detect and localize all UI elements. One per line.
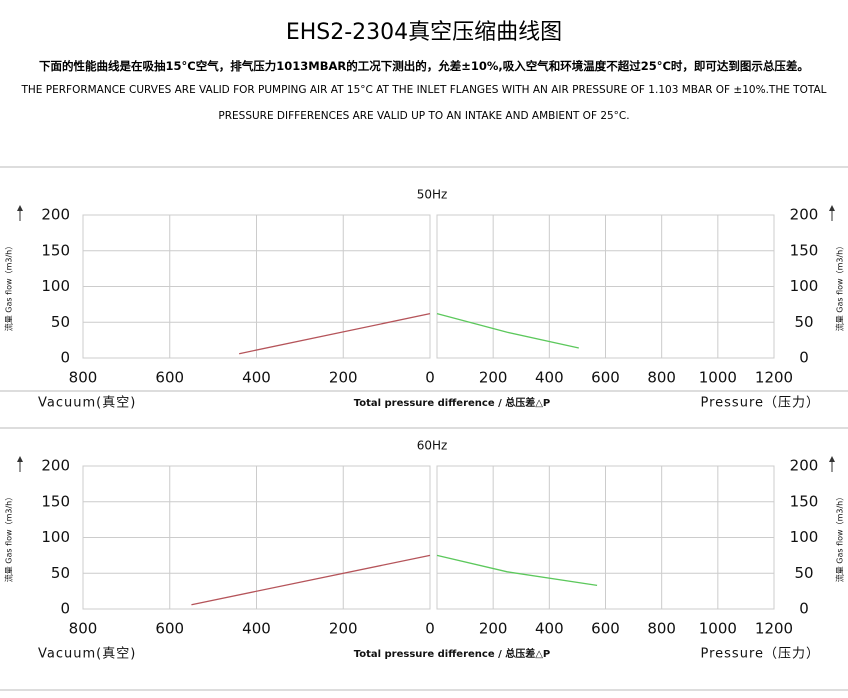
y2-tick-label: 50 xyxy=(794,564,813,582)
x-tick-label: 800 xyxy=(69,620,98,638)
chart-title: 50Hz xyxy=(417,188,448,202)
x-tick-label: 200 xyxy=(329,369,358,387)
y2-tick-label: 150 xyxy=(790,492,819,510)
y2-tick-label: 0 xyxy=(799,349,809,367)
axis-arrow-head xyxy=(17,205,23,211)
axis-arrow-head xyxy=(829,456,835,462)
data-line xyxy=(436,554,598,587)
x2-tick-label: 200 xyxy=(479,369,508,387)
x2-tick-label: 800 xyxy=(647,620,676,638)
y-tick-label: 150 xyxy=(41,492,70,510)
page-title: EHS2-2304真空压缩曲线图 xyxy=(285,20,563,45)
y-tick-label: 0 xyxy=(60,349,70,367)
x2-tick-label: 600 xyxy=(591,620,620,638)
x-tick-label: 600 xyxy=(155,620,184,638)
x2-tick-label: 1200 xyxy=(755,620,793,638)
y-tick-label: 100 xyxy=(41,528,70,546)
data-line xyxy=(191,554,431,606)
x-tick-label: 400 xyxy=(242,620,271,638)
y2-tick-label: 200 xyxy=(790,457,819,475)
x-axis-label-right: Pressure（压力） xyxy=(700,647,820,662)
chart-title: 60Hz xyxy=(417,439,448,453)
y-tick-label: 50 xyxy=(51,313,70,331)
x-axis-label-left: Vacuum(真空) xyxy=(38,396,136,411)
y-axis-label: 流量 Gas flow（m3/h） xyxy=(4,493,14,582)
x-axis-label-left: Vacuum(真空) xyxy=(38,647,136,662)
x-axis-label: Total pressure difference / 总压差△P xyxy=(354,396,551,409)
y2-tick-label: 100 xyxy=(790,277,819,295)
x-tick-label: 0 xyxy=(425,620,435,638)
note-line: THE PERFORMANCE CURVES ARE VALID FOR PUM… xyxy=(21,84,827,96)
y-tick-label: 50 xyxy=(51,564,70,582)
x-tick-label: 600 xyxy=(155,369,184,387)
x2-tick-label: 600 xyxy=(591,369,620,387)
x2-tick-label: 1000 xyxy=(699,369,737,387)
y-tick-label: 0 xyxy=(60,600,70,618)
y2-axis-label: 流量 Gas flow（m3/h） xyxy=(835,493,845,582)
subtitle: 下面的性能曲线是在吸抽15°C空气，排气压力1013MBAR的工况下测出的，允差… xyxy=(39,59,809,73)
x-tick-label: 800 xyxy=(69,369,98,387)
y2-tick-label: 150 xyxy=(790,241,819,259)
y2-tick-label: 200 xyxy=(790,206,819,224)
x2-tick-label: 1000 xyxy=(699,620,737,638)
y-axis-label: 流量 Gas flow（m3/h） xyxy=(4,242,14,331)
y2-tick-label: 50 xyxy=(794,313,813,331)
y2-axis-label: 流量 Gas flow（m3/h） xyxy=(835,242,845,331)
y-tick-label: 100 xyxy=(41,277,70,295)
x-tick-label: 400 xyxy=(242,369,271,387)
header: EHS2-2304真空压缩曲线图 下面的性能曲线是在吸抽15°C空气，排气压力1… xyxy=(0,0,848,126)
note-line: PRESSURE DIFFERENCES ARE VALID UP TO AN … xyxy=(218,110,630,122)
x2-tick-label: 400 xyxy=(535,369,564,387)
x-tick-label: 0 xyxy=(425,369,435,387)
x2-tick-label: 400 xyxy=(535,620,564,638)
x2-tick-label: 800 xyxy=(647,369,676,387)
y-tick-label: 200 xyxy=(41,206,70,224)
y2-tick-label: 0 xyxy=(799,600,809,618)
y-tick-label: 150 xyxy=(41,241,70,259)
x-axis-label: Total pressure difference / 总压差△P xyxy=(354,647,551,660)
data-line xyxy=(239,313,431,355)
x2-tick-label: 1200 xyxy=(755,369,793,387)
y-tick-label: 200 xyxy=(41,457,70,475)
x2-tick-label: 200 xyxy=(479,620,508,638)
y2-tick-label: 100 xyxy=(790,528,819,546)
axis-arrow-head xyxy=(829,205,835,211)
x-axis-label-right: Pressure（压力） xyxy=(700,396,820,411)
axis-arrow-head xyxy=(17,456,23,462)
data-line xyxy=(436,313,579,349)
x-tick-label: 200 xyxy=(329,620,358,638)
